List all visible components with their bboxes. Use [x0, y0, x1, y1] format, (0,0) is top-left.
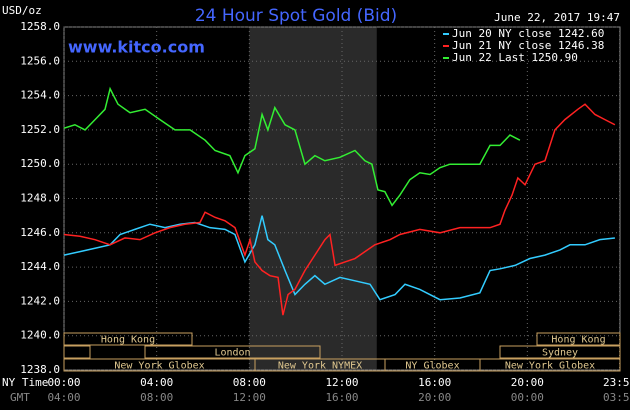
date-label: June 22, 2017 19:47 — [494, 11, 620, 24]
session-label: Hong Kong — [101, 335, 155, 346]
x2-axis-label: GMT — [10, 391, 30, 404]
legend-label: Jun 22 Last 1250.90 — [452, 51, 578, 64]
gmt-tick-label: 20:00 — [418, 391, 451, 404]
session-label: New York NYMEX — [278, 361, 362, 372]
x-tick-label: 12:00 — [325, 376, 358, 389]
y-tick-label: 1244.0 — [20, 260, 60, 273]
session-label: Hong Kong — [551, 335, 605, 346]
gmt-tick-label: 03:59 — [603, 391, 630, 404]
gmt-tick-label: 00:00 — [511, 391, 544, 404]
y-tick-label: 1240.0 — [20, 329, 60, 342]
y-tick-label: 1242.0 — [20, 294, 60, 307]
x-tick-label: 08:00 — [233, 376, 266, 389]
y-tick-label: 1248.0 — [20, 192, 60, 205]
x-tick-label: 04:00 — [140, 376, 173, 389]
y-tick-label: 1254.0 — [20, 89, 60, 102]
session-label: New York Globex — [114, 361, 204, 372]
session-box — [144, 345, 321, 359]
session-box — [63, 332, 193, 346]
session-box — [536, 332, 621, 346]
shaded-session — [249, 27, 377, 370]
y-tick-label: 1250.0 — [20, 157, 60, 170]
gmt-tick-label: 04:00 — [47, 391, 80, 404]
x-tick-label: 00:00 — [47, 376, 80, 389]
gmt-tick-label: 12:00 — [233, 391, 266, 404]
gmt-tick-label: 08:00 — [140, 391, 173, 404]
y-tick-label: 1252.0 — [20, 123, 60, 136]
session-label: New York Globex — [505, 361, 595, 372]
session-box — [63, 345, 91, 359]
x-axis-label: NY Time — [2, 376, 48, 389]
gmt-tick-label: 16:00 — [325, 391, 358, 404]
x-tick-label: 23:59 — [603, 376, 630, 389]
y-tick-label: 1246.0 — [20, 226, 60, 239]
legend-label: Jun 21 NY close 1246.38 — [452, 39, 604, 52]
series-line — [63, 103, 616, 316]
chart-title: 24 Hour Spot Gold (Bid) — [195, 6, 397, 26]
y-axis-label: USD/oz — [2, 4, 42, 17]
series-line — [63, 86, 521, 207]
session-box — [499, 345, 621, 359]
session-box — [479, 358, 621, 372]
y-tick-label: 1256.0 — [20, 54, 60, 67]
session-label: London — [214, 348, 250, 359]
session-label: Sydney — [542, 348, 578, 359]
legend-label: Jun 20 NY close 1242.60 — [452, 27, 604, 40]
x-tick-label: 16:00 — [418, 376, 451, 389]
series-line — [63, 215, 615, 301]
subtitle: www.kitco.com — [68, 38, 205, 57]
y-tick-label: 1238.0 — [20, 363, 60, 376]
y-tick-label: 1258.0 — [20, 20, 60, 33]
x-tick-label: 20:00 — [511, 376, 544, 389]
session-label: NY Globex — [405, 361, 459, 372]
